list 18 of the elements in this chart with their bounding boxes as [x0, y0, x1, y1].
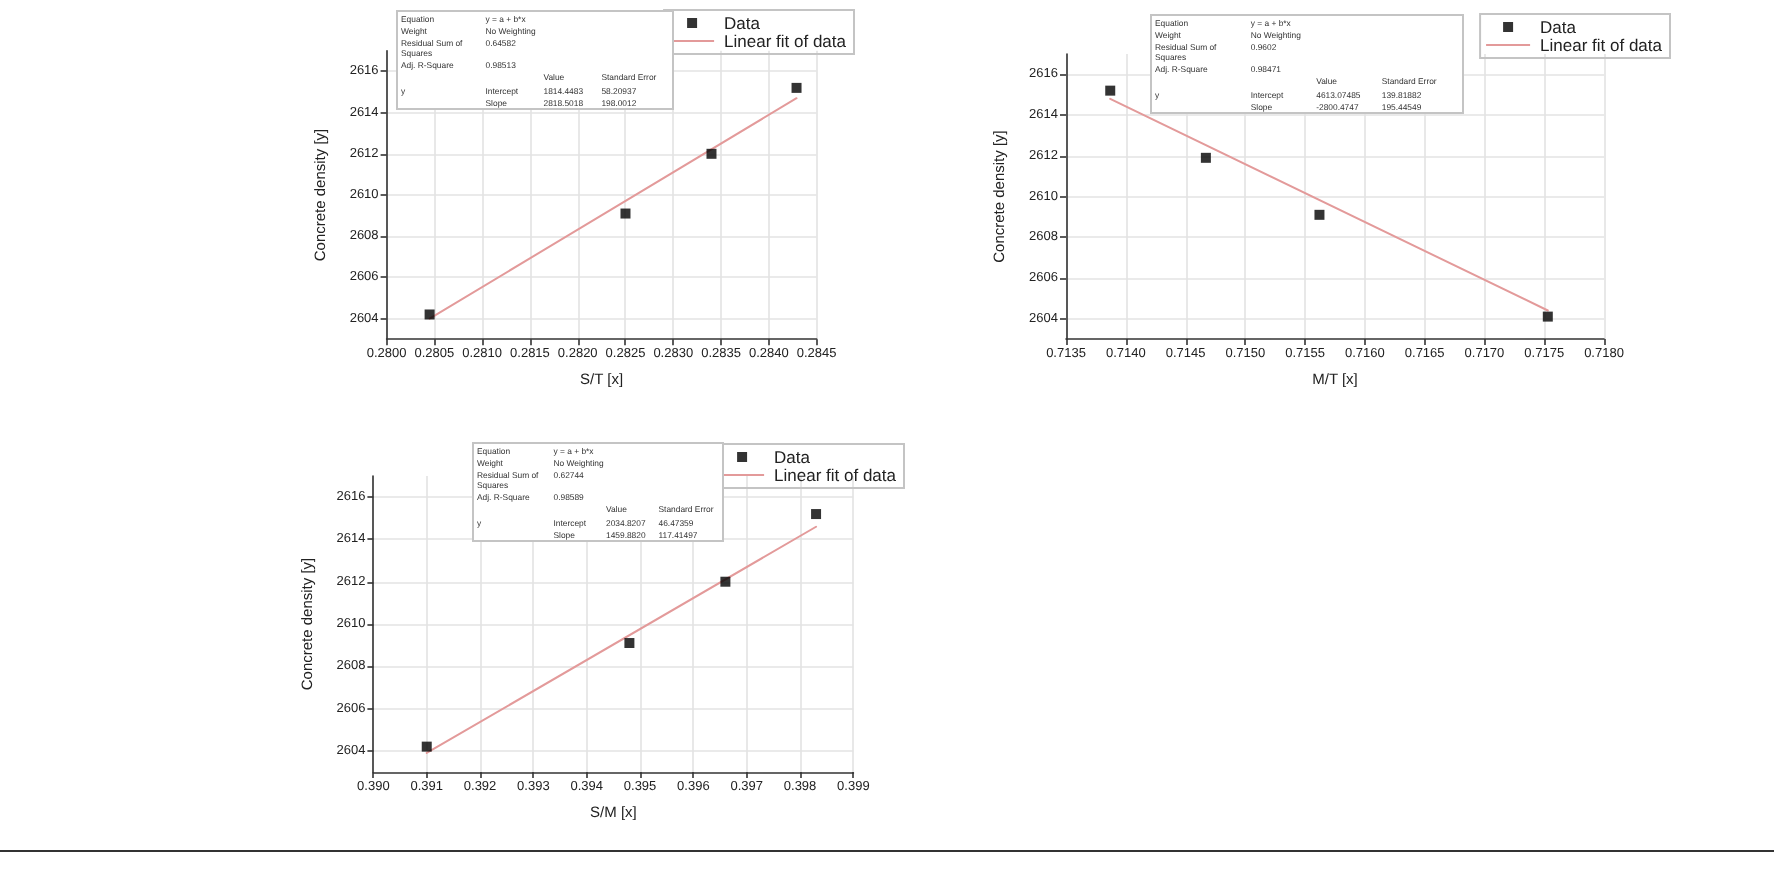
- point: [421, 741, 432, 752]
- point: [1105, 85, 1116, 96]
- point: [424, 309, 435, 320]
- legend-label: Data: [724, 13, 761, 33]
- legend-label: Linear fit of data: [724, 31, 847, 51]
- legend-label: Data: [774, 447, 811, 467]
- legend-label: Data: [1540, 17, 1577, 37]
- point: [1314, 209, 1325, 220]
- point: [811, 509, 822, 520]
- point: [1542, 311, 1553, 322]
- point: [624, 638, 635, 649]
- point: [620, 208, 631, 219]
- point: [720, 576, 731, 587]
- legend-label: Linear fit of data: [1540, 35, 1663, 55]
- point: [791, 82, 802, 93]
- legend-label: Linear fit of data: [774, 465, 897, 485]
- point: [706, 148, 717, 159]
- point: [1200, 152, 1211, 163]
